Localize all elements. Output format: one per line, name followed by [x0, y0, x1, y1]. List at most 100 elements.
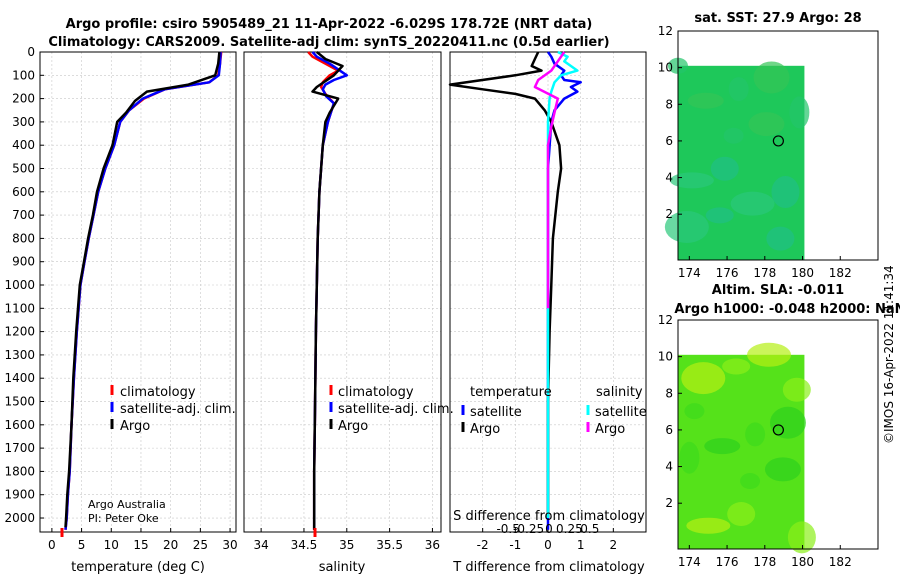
- map-texture: [684, 403, 705, 420]
- series-line-t-argo: [448, 51, 563, 518]
- map-texture: [747, 342, 792, 367]
- map-frame: [677, 319, 879, 550]
- map-texture: [782, 377, 811, 402]
- y-tick-label: 800: [12, 231, 35, 245]
- y-tick-label: 400: [12, 138, 35, 152]
- map-texture: [722, 358, 751, 375]
- argo-position-marker: [772, 135, 784, 147]
- series-line-argo: [311, 51, 344, 530]
- x-tick-label: 0: [544, 538, 552, 552]
- y-tick-label: 1000: [4, 278, 35, 292]
- x-tick-label: 20: [163, 538, 178, 552]
- map-texture: [728, 77, 749, 102]
- x-tick-label: 176: [716, 266, 739, 280]
- map-texture: [679, 441, 700, 474]
- x-tick-label: -2: [477, 538, 489, 552]
- map-texture: [787, 521, 816, 554]
- y-tick-label: 1400: [4, 371, 35, 385]
- credit-line2: PI: Peter Oke: [88, 512, 159, 525]
- y-tick-label: 4: [665, 171, 673, 185]
- y-tick-label: 2000: [4, 511, 35, 525]
- x-tick-label: 1: [577, 538, 585, 552]
- x-tick-label: 182: [829, 555, 852, 569]
- y-tick-label: 4: [665, 460, 673, 474]
- s-tick-label: 0.5: [580, 522, 599, 536]
- series-line-s-argo: [533, 51, 566, 309]
- map-texture: [723, 127, 744, 144]
- legend-label: Argo: [470, 422, 500, 437]
- series-line-climatology: [64, 51, 223, 530]
- y-tick-label: 6: [665, 134, 673, 148]
- argo-position-marker: [772, 424, 784, 436]
- y-tick-label: 1300: [4, 348, 35, 362]
- legend-label: Argo: [595, 422, 625, 437]
- x-tick-label: 180: [791, 555, 814, 569]
- y-tick-label: 8: [665, 97, 673, 111]
- map-texture: [664, 210, 709, 243]
- difference-panel: -2 -1 0 1 2 T difference from climatology S di…: [448, 50, 647, 575]
- map-title: sat. SST: 27.9 Argo: 28: [694, 11, 861, 26]
- map-texture: [764, 457, 801, 482]
- x-tick-label: 178: [753, 555, 776, 569]
- y-tick-label: 10: [658, 61, 673, 75]
- map-texture: [704, 438, 741, 455]
- x-tick-label: 5: [78, 538, 86, 552]
- legend-label: satellite-adj. clim.: [120, 402, 236, 417]
- legend-title-salinity: salinity: [596, 385, 643, 400]
- legend-label: satellite-adj. clim.: [338, 402, 454, 417]
- x-tick-label: 174: [678, 555, 701, 569]
- y-tick-label: 12: [658, 24, 673, 38]
- x-tick-label: 10: [104, 538, 119, 552]
- x-axis-label: temperature (deg C): [71, 560, 205, 575]
- y-tick-label: 300: [12, 115, 35, 129]
- figure-title-line1: Argo profile: csiro 5905489_21 11-Apr-20…: [66, 17, 593, 32]
- x-tick-label: 180: [791, 266, 814, 280]
- y-tick-label: 10: [658, 350, 673, 364]
- map-texture: [705, 207, 734, 224]
- y-tick-label: 8: [665, 386, 673, 400]
- map-texture: [740, 473, 761, 490]
- map-texture: [727, 502, 756, 527]
- x-tick-label: 25: [193, 538, 208, 552]
- x-tick-label: 36: [425, 538, 440, 552]
- y-tick-label: 2: [665, 207, 673, 221]
- sst-map-panel: 174 176 178 180 182 2 4 6 8 10 12 sat. SST: 27.9 Ar…: [658, 11, 879, 280]
- y-tick-label: 1500: [4, 395, 35, 409]
- sla-map-panel: 174 176 178 180 182 2 4 6 8 10 12 Altim. SLA: -0.01…: [658, 283, 900, 569]
- salinity-panel: 34 34.5 35 35.5 36 salinity climatology satelli…: [243, 51, 454, 575]
- legend-title-temperature: temperature: [470, 385, 552, 400]
- s-tick-label: -0.5: [496, 522, 519, 536]
- x-tick-label: 30: [222, 538, 237, 552]
- y-tick-label: 1700: [4, 441, 35, 455]
- x-tick-label: 176: [716, 555, 739, 569]
- map-texture: [753, 61, 790, 94]
- map-title-line2: Argo h1000: -0.048 h2000: NaN: [674, 302, 900, 317]
- y-tick-label: 600: [12, 185, 35, 199]
- x-tick-label: 182: [829, 266, 852, 280]
- y-tick-label: 700: [12, 208, 35, 222]
- y-tick-label: 500: [12, 162, 35, 176]
- map-texture: [681, 362, 726, 395]
- y-tick-label: 200: [12, 92, 35, 106]
- series-line-satellite-adj-clim-: [64, 51, 222, 530]
- legend-label: Argo: [338, 419, 368, 434]
- secondary-axis-label: S difference from climatology: [453, 509, 645, 524]
- s-tick-label: 0.25: [556, 522, 583, 536]
- map-frame: [677, 30, 879, 261]
- x-tick-label: 174: [678, 266, 701, 280]
- legend-label: Argo: [120, 419, 150, 434]
- y-tick-label: 1100: [4, 301, 35, 315]
- legend-label: satellite: [470, 405, 522, 420]
- x-tick-label: 35.5: [376, 538, 403, 552]
- legend-label: satellite: [595, 405, 647, 420]
- map-texture: [789, 96, 810, 129]
- imos-timestamp: ©IMOS 16-Apr-2022 11:41:34: [882, 265, 896, 444]
- s-tick-label: -0.25: [513, 522, 544, 536]
- x-tick-label: 2: [610, 538, 618, 552]
- map-texture: [771, 176, 800, 209]
- temperature-panel: 0 5 10 15 20 25 300100200300400500600700800900…: [4, 45, 237, 575]
- x-axis-label: salinity: [319, 560, 366, 575]
- y-tick-label: 1900: [4, 488, 35, 502]
- y-tick-label: 12: [658, 313, 673, 327]
